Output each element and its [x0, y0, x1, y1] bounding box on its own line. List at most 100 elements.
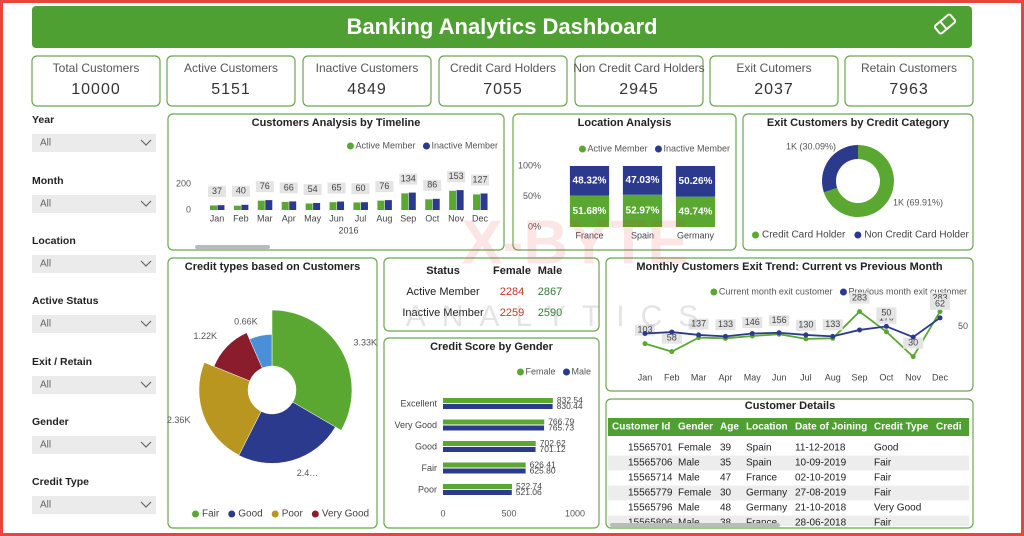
- kpi-value: 10000: [71, 81, 121, 98]
- data-label: 65: [332, 182, 342, 192]
- data-label: 626.41: [530, 459, 556, 469]
- table-cell: 2590: [538, 307, 562, 319]
- bar: [443, 490, 512, 495]
- line: [644, 317, 941, 339]
- table-cell: Spain: [746, 443, 772, 454]
- x-tick-label: Apr: [282, 213, 296, 223]
- table-cell: 47: [720, 473, 732, 484]
- data-label: 283: [932, 292, 947, 302]
- table-cell: Fair: [874, 518, 892, 529]
- chevron: [140, 139, 152, 146]
- dropdown-value: All: [40, 500, 51, 511]
- dropdown[interactable]: [32, 315, 156, 333]
- table-cell: France: [746, 518, 778, 529]
- bar: [456, 190, 464, 210]
- chevron: [140, 381, 152, 388]
- dropdown-value: All: [40, 259, 51, 270]
- data-label: 76: [379, 181, 389, 191]
- data-label: 60: [355, 183, 365, 193]
- legend-marker: [271, 510, 279, 518]
- table-cell: Female: [678, 443, 712, 454]
- table-cell: Good: [874, 443, 898, 454]
- dropdown[interactable]: [32, 255, 156, 273]
- line: [644, 310, 941, 359]
- scrollbar[interactable]: [195, 245, 270, 249]
- data-label: 2.36K: [167, 415, 191, 425]
- dashboard-title: Banking Analytics Dashboard: [347, 14, 658, 39]
- data-label: 625.80: [530, 465, 556, 475]
- data-label: 1K (69.91%): [893, 197, 943, 207]
- data-label: 86: [427, 180, 437, 190]
- eraser-icon[interactable]: [933, 13, 957, 35]
- legend-marker: [228, 510, 236, 518]
- data-label: 49.74%: [679, 206, 713, 217]
- x-tick-label: Jun: [329, 213, 344, 223]
- data-label: 1.22K: [193, 331, 217, 341]
- legend-label: Credit Card Holder: [762, 230, 846, 241]
- dropdown[interactable]: [32, 134, 156, 152]
- customer-table: Customer Id Gender Age Location Date of Join…: [608, 418, 969, 529]
- data-label: 283: [852, 292, 867, 302]
- y-tick-label: 100%: [518, 160, 541, 170]
- dropdown[interactable]: [32, 195, 156, 213]
- header-bar: [32, 6, 972, 48]
- data-label: 127: [473, 174, 488, 184]
- data-label-bg: [255, 181, 274, 193]
- chevron: [140, 200, 152, 207]
- row-stripe: [608, 485, 969, 501]
- y-tick-label: Fair: [422, 463, 438, 473]
- data-label: 521.06: [516, 487, 542, 497]
- filter-label: Year: [32, 114, 54, 126]
- table-cell: Fair: [874, 488, 892, 499]
- table-cell: Fair: [874, 473, 892, 484]
- data-label: 47.03%: [626, 175, 660, 186]
- data-label-bg: [876, 307, 897, 319]
- dropdown[interactable]: [32, 376, 156, 394]
- bar: [443, 398, 553, 403]
- table-cell: 15565706: [628, 458, 673, 469]
- data-label-bg: [742, 316, 763, 328]
- filter-label: Credit Type: [32, 476, 89, 488]
- legend-label: Active Member: [355, 140, 415, 150]
- table-cell: 30: [720, 488, 732, 499]
- panel: [167, 113, 505, 251]
- filter-label: Location: [32, 235, 76, 247]
- dropdown-value: All: [40, 319, 51, 330]
- data-label-bg: [447, 171, 466, 183]
- data-label: 156: [772, 315, 787, 325]
- dropdown[interactable]: [32, 436, 156, 454]
- scrollbar[interactable]: [610, 523, 780, 527]
- bar: [384, 200, 392, 210]
- x-tick-label: May: [744, 372, 762, 382]
- data-label-bg: [303, 183, 322, 195]
- y-tick-label: Very Good: [394, 420, 437, 430]
- row-stripe: [608, 515, 969, 526]
- panel: [302, 55, 432, 107]
- bar: [473, 194, 481, 210]
- data-label-bg: [471, 174, 490, 186]
- panel: [844, 55, 974, 107]
- dropdown[interactable]: [32, 496, 156, 514]
- dropdown-value: All: [40, 380, 51, 391]
- bar: [443, 441, 536, 446]
- table-title: Customer Details: [745, 400, 835, 412]
- x-tick-label: Spain: [631, 230, 654, 240]
- icon-part: [939, 20, 948, 30]
- y-tick-label: 0: [186, 204, 191, 214]
- kpi-label: Credit Card Holders: [450, 61, 556, 75]
- panel: [574, 55, 704, 107]
- y-tick-label: Poor: [418, 484, 437, 494]
- panel: [166, 55, 296, 107]
- rose-slice: [249, 334, 273, 369]
- bar: [233, 205, 241, 210]
- data-label: 54: [308, 184, 318, 194]
- chevron: [140, 320, 152, 327]
- bar: [480, 193, 488, 210]
- table-header: Male: [538, 265, 562, 277]
- x-tick-label: France: [575, 230, 603, 240]
- legend-label: Very Good: [322, 509, 369, 520]
- bar: [432, 198, 440, 210]
- point: [937, 315, 943, 321]
- chart-title: Exit Customers by Credit Category: [767, 117, 950, 129]
- bar-segment: [569, 195, 610, 227]
